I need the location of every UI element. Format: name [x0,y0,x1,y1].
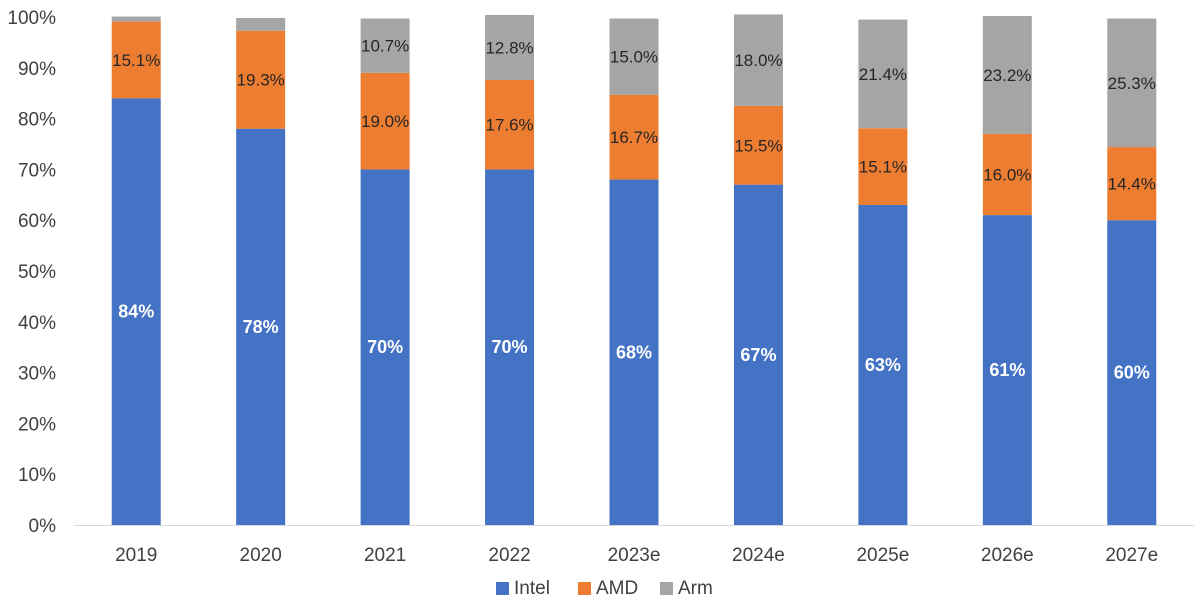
bar-intel-2022 [485,169,535,525]
bar-intel-2026e [982,215,1032,525]
data-label-intel: 67% [740,345,776,365]
bar-arm-2024e [733,14,783,106]
y-tick-label: 20% [18,414,56,435]
legend: Intel AMD Arm [496,578,713,599]
data-label-amd: 16.7% [610,128,658,147]
y-tick-label: 0% [29,516,57,537]
data-label-intel: 68% [616,342,652,362]
data-label-amd: 19.0% [361,112,409,131]
bar-amd-2019 [111,21,161,99]
y-tick-label: 50% [18,262,56,283]
data-label-arm: 21.4% [859,65,907,84]
bar-amd-2021 [360,72,410,170]
bar-intel-2024e [733,184,783,525]
bar-amd-2025e [858,128,908,205]
data-label-amd: 15.5% [734,136,782,155]
bar-intel-2025e [858,204,908,525]
x-category-label: 2019 [115,545,157,566]
data-label-arm: 15.0% [610,48,658,67]
data-label-arm: 12.8% [485,38,533,57]
data-label-arm: 18.0% [734,51,782,70]
data-labels-layer: 84% 15.1% 78% 19.3% 70% 19.0% 10.7% 70% 17.6% 12.… [112,37,1156,383]
y-tick-label: 100% [7,8,56,29]
data-label-intel: 60% [1114,363,1150,383]
data-label-intel: 70% [492,337,528,357]
bar-arm-2021 [360,18,410,73]
data-label-intel: 78% [243,317,279,337]
x-category-label: 2022 [488,545,530,566]
bar-arm-2020 [236,18,286,31]
bar-intel-2023e [609,179,659,525]
legend-label-arm: Arm [678,578,713,599]
data-label-intel: 63% [865,355,901,375]
bar-intel-2027e [1107,220,1157,525]
bar-arm-2027e [1107,18,1157,148]
bar-amd-2020 [236,30,286,129]
y-tick-label: 80% [18,110,56,131]
data-label-amd: 17.6% [485,116,533,135]
bars-layer [111,14,1157,525]
legend-label-intel: Intel [514,578,550,599]
bar-arm-2023e [609,18,659,95]
legend-swatch-intel [496,582,509,595]
bar-arm-2025e [858,19,908,129]
data-label-amd: 15.1% [859,158,907,177]
bar-arm-2026e [982,15,1032,134]
bar-amd-2022 [485,79,535,170]
data-label-amd: 15.1% [112,51,160,70]
y-tick-label: 60% [18,211,56,232]
x-category-label: 2021 [364,545,406,566]
legend-label-amd: AMD [596,578,638,599]
bar-intel-2021 [360,169,410,525]
data-label-arm: 23.2% [983,66,1031,85]
bar-arm-2019 [111,16,161,22]
bar-amd-2023e [609,94,659,180]
data-label-arm: 10.7% [361,37,409,56]
bar-amd-2024e [733,105,783,185]
bar-amd-2027e [1107,147,1157,221]
data-label-arm: 25.3% [1108,74,1156,93]
data-label-amd: 16.0% [983,165,1031,184]
y-tick-label: 90% [18,59,56,80]
x-category-label: 2020 [240,545,282,566]
x-category-label: 2023e [608,545,661,566]
bar-intel-2019 [111,98,161,525]
data-label-amd: 19.3% [237,71,285,90]
y-tick-label: 10% [18,465,56,486]
x-category-label: 2024e [732,545,785,566]
bar-arm-2022 [485,14,535,80]
axis-layer: 0% 10% 20% 30% 40% 50% 60% 70% 80% 90% 100% 2019 202… [7,8,1194,566]
legend-swatch-arm [660,582,673,595]
bar-amd-2026e [982,133,1032,216]
bar-intel-2020 [236,128,286,525]
y-tick-label: 40% [18,313,56,334]
x-category-label: 2027e [1105,545,1158,566]
data-label-intel: 84% [118,302,154,322]
legend-swatch-amd [578,582,591,595]
data-label-intel: 70% [367,337,403,357]
x-category-label: 2025e [856,545,909,566]
y-tick-label: 30% [18,364,56,385]
y-tick-label: 70% [18,160,56,181]
data-label-amd: 14.4% [1108,175,1156,194]
x-category-label: 2026e [981,545,1034,566]
data-label-intel: 61% [989,360,1025,380]
